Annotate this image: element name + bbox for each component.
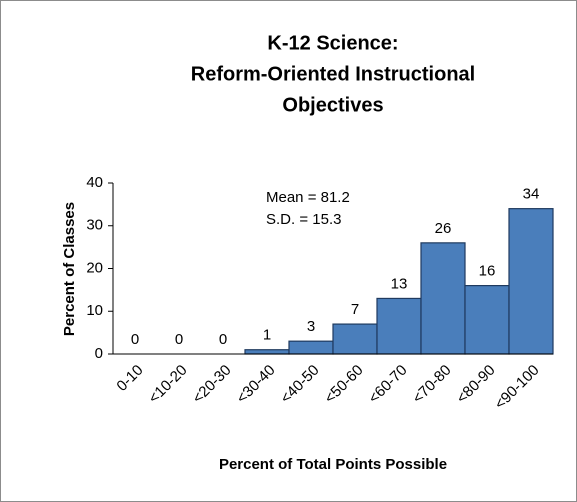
- annotation: Mean = 81.2: [266, 189, 350, 206]
- y-tick-label: 10: [86, 302, 103, 319]
- y-tick-label: 0: [95, 345, 103, 362]
- x-axis-label: Percent of Total Points Possible: [219, 456, 447, 473]
- data-label: 0: [175, 331, 183, 348]
- chart-title: K-12 Science:: [267, 32, 398, 54]
- data-label: 3: [307, 318, 315, 335]
- data-label: 34: [523, 186, 540, 203]
- bar: [288, 340, 334, 355]
- chart-title: Reform-Oriented Instructional: [191, 63, 475, 85]
- bar: [420, 242, 466, 355]
- y-tick-label: 40: [86, 174, 103, 191]
- chart-title: Objectives: [282, 94, 383, 116]
- bar: [376, 297, 422, 355]
- y-axis-label: Percent of Classes: [61, 202, 78, 336]
- bar: [508, 208, 554, 355]
- data-label: 0: [219, 331, 227, 348]
- y-tick-label: 30: [86, 217, 103, 234]
- data-label: 13: [391, 275, 408, 292]
- data-label: 16: [479, 263, 496, 280]
- bar: [244, 349, 290, 355]
- data-label: 1: [263, 327, 271, 344]
- data-label: 0: [131, 331, 139, 348]
- data-label: 26: [435, 220, 452, 237]
- annotation: S.D. = 15.3: [266, 211, 341, 228]
- y-tick-label: 20: [86, 259, 103, 276]
- bar: [464, 285, 510, 355]
- data-label: 7: [351, 301, 359, 318]
- bar: [332, 323, 378, 355]
